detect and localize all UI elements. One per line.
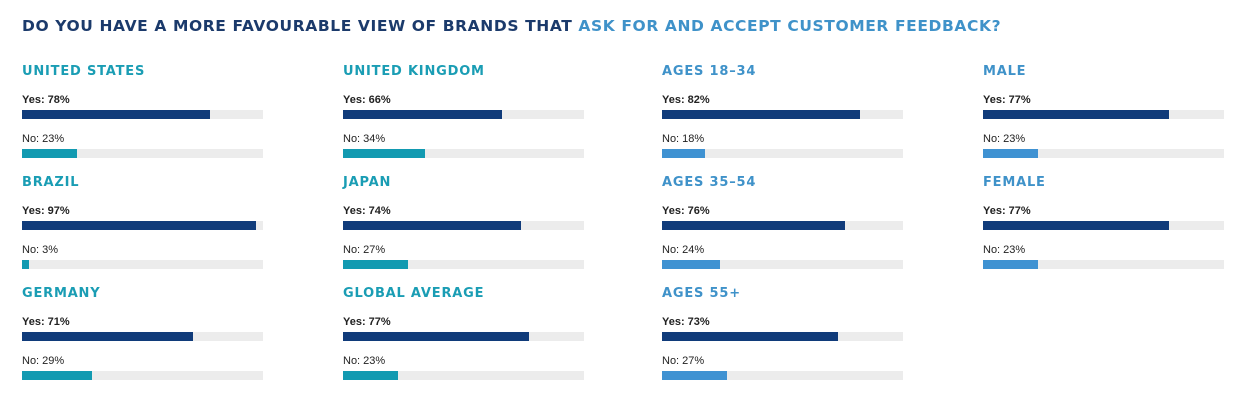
yes-label: Yes: 66% (343, 94, 391, 106)
no-bar (343, 260, 408, 269)
no-bar (662, 371, 727, 380)
yes-bar (22, 332, 193, 341)
no-label: No: 23% (983, 133, 1026, 145)
yes-bar (343, 332, 529, 341)
yes-bar-track (22, 110, 263, 119)
no-label: No: 29% (22, 355, 65, 367)
yes-bar (983, 110, 1169, 119)
no-bar-track (983, 260, 1224, 269)
panel-title: FEMALE (983, 175, 1046, 190)
no-bar-track (343, 371, 584, 380)
panel-title: UNITED KINGDOM (343, 64, 485, 79)
chart-title-part2: ASK FOR AND ACCEPT CUSTOMER FEEDBACK? (578, 17, 1002, 35)
no-bar (343, 149, 425, 158)
panel-title: AGES 55+ (662, 286, 741, 301)
yes-bar (343, 110, 502, 119)
yes-bar (22, 221, 256, 230)
yes-label: Yes: 78% (22, 94, 70, 106)
no-bar (662, 149, 705, 158)
panel-title: MALE (983, 64, 1027, 79)
yes-label: Yes: 73% (662, 316, 710, 328)
no-bar-track (662, 149, 903, 158)
no-label: No: 27% (662, 355, 705, 367)
panel: AGES 18–34 Yes: 82% No: 18% (662, 63, 904, 158)
no-bar-track (22, 149, 263, 158)
yes-bar-track (662, 332, 903, 341)
yes-bar (662, 221, 845, 230)
no-label: No: 24% (662, 244, 705, 256)
no-label: No: 3% (22, 244, 59, 256)
no-bar (983, 149, 1038, 158)
yes-bar-track (22, 221, 263, 230)
no-bar-track (343, 260, 584, 269)
panel-title: AGES 35–54 (662, 175, 757, 190)
panel: MALE Yes: 77% No: 23% (983, 63, 1225, 158)
panel: AGES 55+ Yes: 73% No: 27% (662, 285, 904, 380)
yes-label: Yes: 82% (662, 94, 710, 106)
no-label: No: 34% (343, 133, 386, 145)
yes-label: Yes: 77% (983, 94, 1031, 106)
no-bar-track (662, 371, 903, 380)
panel: GLOBAL AVERAGE Yes: 77% No: 23% (343, 285, 585, 380)
panel: FEMALE Yes: 77% No: 23% (983, 174, 1225, 269)
no-bar-track (22, 371, 263, 380)
panel-title: GERMANY (22, 286, 101, 301)
no-bar (343, 371, 398, 380)
no-label: No: 18% (662, 133, 705, 145)
yes-bar (983, 221, 1169, 230)
no-bar (22, 260, 29, 269)
yes-bar-track (983, 221, 1224, 230)
no-label: No: 23% (343, 355, 386, 367)
panel-title: AGES 18–34 (662, 64, 757, 79)
yes-label: Yes: 76% (662, 205, 710, 217)
no-bar (22, 149, 77, 158)
panel-title: BRAZIL (22, 175, 80, 190)
yes-bar-track (343, 110, 584, 119)
panel: JAPAN Yes: 74% No: 27% (343, 174, 585, 269)
panel: AGES 35–54 Yes: 76% No: 24% (662, 174, 904, 269)
panel-title: JAPAN (343, 175, 392, 190)
yes-bar-track (662, 221, 903, 230)
panel: BRAZIL Yes: 97% No: 3% (22, 174, 264, 269)
no-bar-track (983, 149, 1224, 158)
no-bar (662, 260, 720, 269)
yes-label: Yes: 71% (22, 316, 70, 328)
no-bar (983, 260, 1038, 269)
yes-bar (662, 110, 860, 119)
yes-bar (22, 110, 210, 119)
yes-label: Yes: 77% (343, 316, 391, 328)
panel-title: GLOBAL AVERAGE (343, 286, 485, 301)
no-bar-track (662, 260, 903, 269)
yes-bar-track (22, 332, 263, 341)
no-label: No: 23% (983, 244, 1026, 256)
yes-bar (343, 221, 521, 230)
yes-label: Yes: 97% (22, 205, 70, 217)
yes-bar-track (343, 332, 584, 341)
no-bar-track (22, 260, 263, 269)
yes-bar-track (983, 110, 1224, 119)
panel: UNITED STATES Yes: 78% No: 23% (22, 63, 264, 158)
yes-label: Yes: 74% (343, 205, 391, 217)
yes-bar-track (662, 110, 903, 119)
panel-title: UNITED STATES (22, 64, 146, 79)
panel: UNITED KINGDOM Yes: 66% No: 34% (343, 63, 585, 158)
no-bar (22, 371, 92, 380)
yes-bar-track (343, 221, 584, 230)
no-label: No: 27% (343, 244, 386, 256)
yes-bar (662, 332, 838, 341)
yes-label: Yes: 77% (983, 205, 1031, 217)
panel: GERMANY Yes: 71% No: 29% (22, 285, 264, 380)
chart-title: DO YOU HAVE A MORE FAVOURABLE VIEW OF BR… (22, 17, 1001, 35)
no-label: No: 23% (22, 133, 65, 145)
chart-title-part1: DO YOU HAVE A MORE FAVOURABLE VIEW OF BR… (22, 17, 579, 35)
no-bar-track (343, 149, 584, 158)
